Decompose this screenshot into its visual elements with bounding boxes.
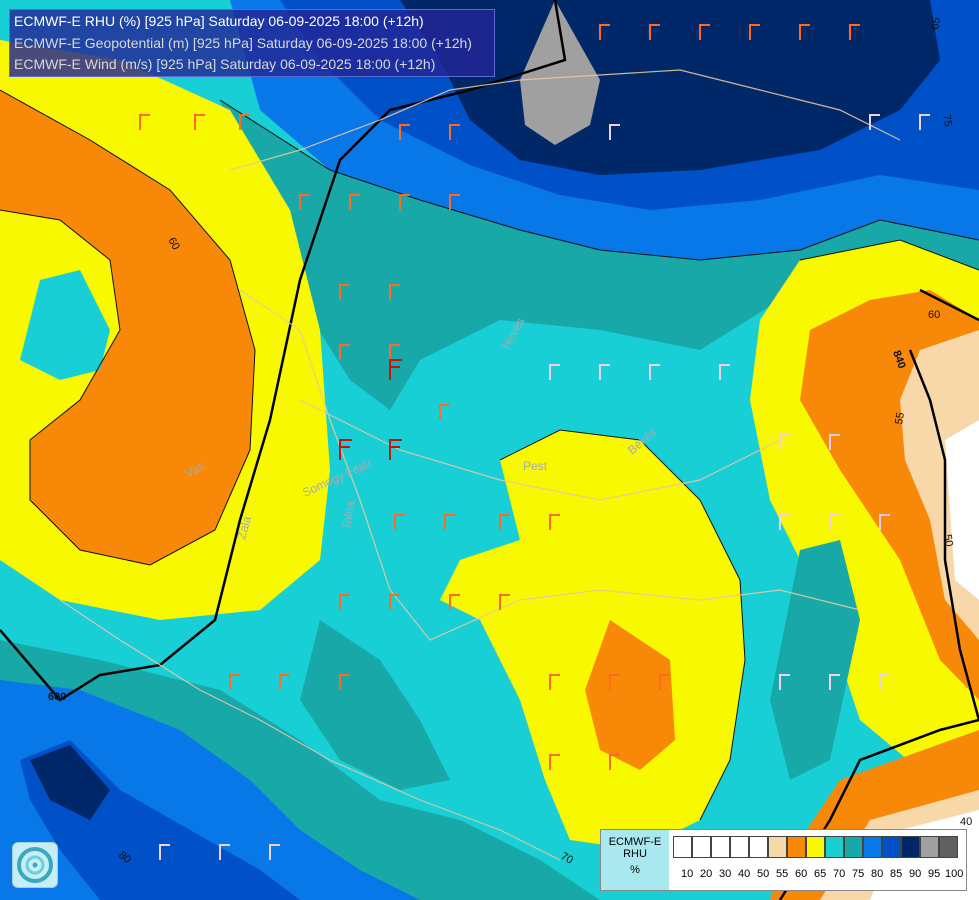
label-zala: Zala bbox=[234, 514, 254, 540]
wind-barbs-light bbox=[159, 114, 930, 860]
legend-model: ECMWF-E bbox=[608, 836, 662, 848]
legend-swatch bbox=[806, 836, 825, 858]
legend-swatch bbox=[920, 836, 939, 858]
legend-tick: 100 bbox=[945, 868, 964, 880]
legend-tick: 70 bbox=[833, 868, 846, 880]
legend-tick: 95 bbox=[928, 868, 941, 880]
legend-tick: 20 bbox=[700, 868, 713, 880]
geo-label-840: 840 bbox=[890, 349, 908, 370]
legend-tick: 10 bbox=[681, 868, 694, 880]
rhu-contours bbox=[0, 89, 979, 821]
legend-swatch bbox=[939, 836, 958, 858]
legend-tick: 90 bbox=[909, 868, 922, 880]
country-borders bbox=[59, 69, 901, 861]
contour-label-40: 40 bbox=[960, 816, 972, 828]
rhu-band-75-mid bbox=[220, 100, 979, 410]
title-wind: ECMWF-E Wind (m/s) [925 hPa] Saturday 06… bbox=[14, 56, 436, 72]
legend-swatch bbox=[692, 836, 711, 858]
legend-tick: 50 bbox=[757, 868, 770, 880]
contour-label-60-right: 60 bbox=[928, 309, 940, 321]
geo-label-600: 600 bbox=[48, 691, 66, 703]
legend-swatch bbox=[730, 836, 749, 858]
rhu-band-60-center bbox=[585, 620, 675, 770]
legend-tick: 55 bbox=[776, 868, 789, 880]
legend-title-panel: ECMWF-E RHU % bbox=[601, 830, 669, 890]
legend-tick: 40 bbox=[738, 868, 751, 880]
legend-swatch bbox=[768, 836, 787, 858]
contour-label-55: 55 bbox=[893, 411, 907, 425]
legend-variable: RHU bbox=[623, 848, 647, 860]
map-title-box: ECMWF-E RHU (%) [925 hPa] Saturday 06-09… bbox=[9, 9, 495, 77]
legend-tick: 75 bbox=[852, 868, 865, 880]
wind-barbs bbox=[139, 24, 860, 770]
contour-labels: 60 60 55 50 65 75 70 80 40 840 600 bbox=[48, 16, 972, 866]
rhu-band-75-south bbox=[300, 620, 450, 790]
legend-swatch bbox=[787, 836, 806, 858]
legend-tick: 60 bbox=[795, 868, 808, 880]
rhu-band-70-pocket bbox=[20, 270, 110, 380]
title-rhu: ECMWF-E RHU (%) [925 hPa] Saturday 06-09… bbox=[14, 13, 424, 29]
legend-tick: 85 bbox=[890, 868, 903, 880]
legend-swatch bbox=[882, 836, 901, 858]
contour-label-50: 50 bbox=[941, 533, 955, 547]
contour-label-65: 65 bbox=[929, 16, 943, 30]
contour-label-70: 70 bbox=[559, 850, 576, 867]
legend-swatch bbox=[863, 836, 882, 858]
legend-unit: % bbox=[630, 864, 640, 876]
legend-tick: 30 bbox=[719, 868, 732, 880]
label-tolna: Tolna bbox=[339, 500, 358, 531]
contour-label-60-left: 60 bbox=[165, 236, 182, 253]
rhu-band-90-sw bbox=[30, 745, 110, 820]
legend-swatch bbox=[825, 836, 844, 858]
legend-swatch bbox=[901, 836, 920, 858]
title-geopotential: ECMWF-E Geopotential (m) [925 hPa] Satur… bbox=[14, 35, 472, 51]
swirl-logo-icon bbox=[17, 847, 53, 883]
provider-logo bbox=[12, 842, 58, 888]
legend-swatch bbox=[711, 836, 730, 858]
rhu-legend: ECMWF-E RHU % 10 20 30 40 50 55 60 65 70 75 80 85 90… bbox=[600, 829, 967, 891]
rhu-band-55-west bbox=[0, 90, 255, 565]
legend-tick: 80 bbox=[871, 868, 884, 880]
contour-label-75: 75 bbox=[940, 113, 954, 127]
legend-swatch bbox=[844, 836, 863, 858]
label-pest: Pest bbox=[523, 459, 548, 473]
wind-barbs-strong bbox=[339, 359, 402, 460]
rhu-band-75-east bbox=[770, 540, 860, 780]
legend-tick: 65 bbox=[814, 868, 827, 880]
legend-swatch bbox=[749, 836, 768, 858]
rhu-band-low-east bbox=[945, 420, 979, 600]
legend-swatch bbox=[673, 836, 692, 858]
rhu-band-95-north bbox=[520, 0, 600, 145]
